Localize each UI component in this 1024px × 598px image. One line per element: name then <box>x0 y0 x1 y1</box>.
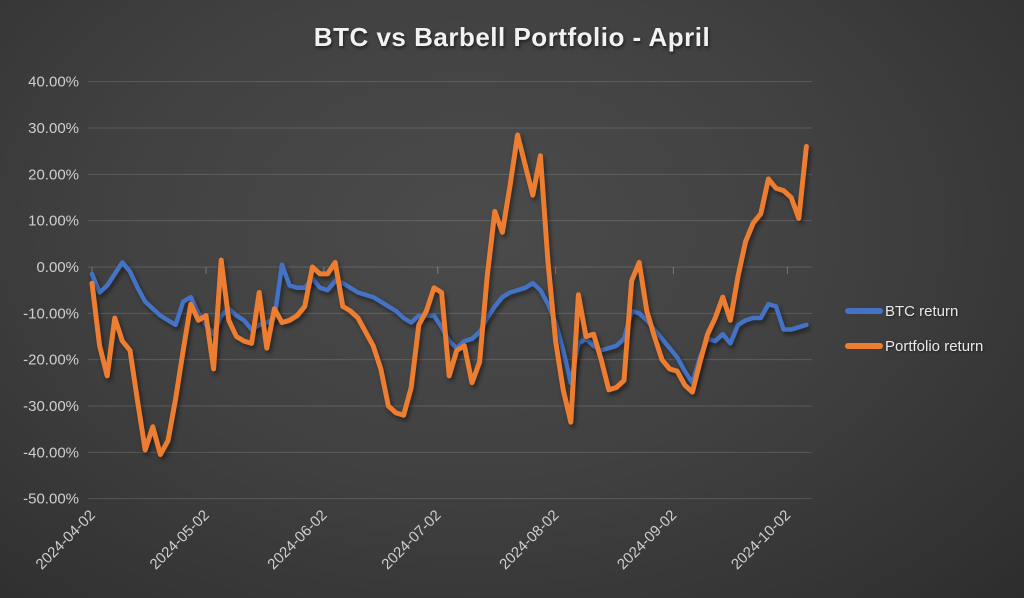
y-axis-tick-label: 20.00% <box>28 166 79 183</box>
btc-return-line <box>89 260 809 386</box>
x-axis-tick-label: 2024-04-02 <box>33 507 99 573</box>
gridlines <box>88 81 812 500</box>
legend-item-btc-return: BTC return <box>845 299 1020 323</box>
y-axis-tick-label: -10.00% <box>23 305 79 322</box>
x-axis-tick-label: 2024-05-02 <box>147 507 213 573</box>
y-axis-tick-label: 0.00% <box>36 259 79 276</box>
chart-legend: BTC return Portfolio return <box>845 299 1020 369</box>
portfolio-line-swatch-icon <box>845 343 883 349</box>
y-axis-tick-label: 10.00% <box>28 213 79 230</box>
legend-label: Portfolio return <box>885 337 984 355</box>
y-axis-tick-label: 30.00% <box>28 120 79 137</box>
y-axis-tick-label: -20.00% <box>23 352 79 369</box>
x-axis-ticks <box>91 267 788 274</box>
x-axis-tick-label: 2024-09-02 <box>614 507 680 573</box>
x-axis-tick-label: 2024-07-02 <box>378 507 444 573</box>
btc-line-swatch-icon <box>845 308 883 314</box>
y-axis-tick-label: -50.00% <box>23 491 79 508</box>
legend-item-portfolio-return: Portfolio return <box>845 334 1020 358</box>
x-axis-tick-label: 2024-08-02 <box>496 507 562 573</box>
x-axis-tick-label: 2024-06-02 <box>264 507 330 573</box>
legend-label: BTC return <box>885 302 959 320</box>
y-axis-tick-label: 40.00% <box>28 74 79 91</box>
y-axis-tick-label: -30.00% <box>23 398 79 415</box>
chart-title: BTC vs Barbell Portfolio - April <box>313 22 711 52</box>
portfolio-return-line <box>89 132 809 458</box>
x-axis-tick-label: 2024-10-02 <box>728 507 794 573</box>
y-axis-tick-label: -40.00% <box>23 444 79 461</box>
